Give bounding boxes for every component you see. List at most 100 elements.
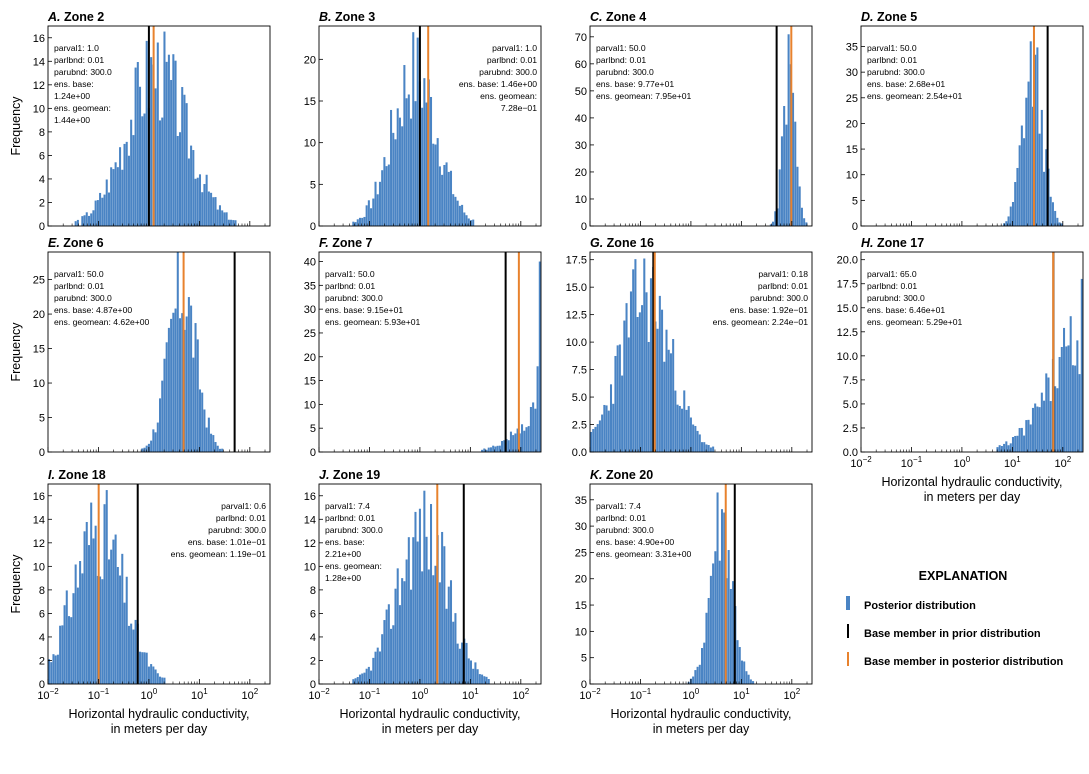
histogram-bar [1016,435,1019,452]
histogram-bar [430,96,433,226]
histogram-bar [1058,357,1061,452]
histogram-bar [114,162,117,226]
y-tick-label: 16 [33,491,45,503]
histogram-bar [1031,106,1034,226]
x-tick-label: 101 [462,687,479,702]
histogram-bar [136,62,139,226]
histogram-bar [123,602,126,684]
histogram-bar [416,541,419,684]
annotation-line: 2.21e+00 [325,549,361,559]
histogram-bar [1056,217,1059,226]
histogram-bar [472,219,475,226]
histogram-bar [692,424,695,452]
x-tick-label: 10−1 [359,687,381,702]
histogram-bar [625,303,628,452]
y-tick-label: 17.5 [566,255,587,267]
annotation-line: parval1: 50.0 [54,269,104,279]
y-tick-label: 15 [575,600,587,612]
y-tick-label: 15.0 [837,303,858,315]
histogram-bar [192,357,195,452]
histogram-bar [632,269,635,452]
x-tick-exponent: 2 [525,687,530,696]
histogram-bar [483,448,486,452]
histogram-bar [190,305,193,452]
annotation-line: ens. geomean: 1.19e−01 [171,549,267,559]
histogram-bar [361,217,364,226]
histogram-bar [398,605,401,684]
panel-zone-17: H. Zone 170.02.55.07.510.012.515.017.520… [837,236,1084,504]
histogram-bar [365,205,368,226]
histogram-bar [87,215,91,226]
annotation-line: ens. base: 1.46e+00 [459,79,537,89]
x-tick-exponent: −2 [592,687,602,696]
histogram-bar [696,666,699,684]
histogram-bar [1040,109,1043,226]
annotation-line: 7.28e−01 [501,103,537,113]
panel-zone: Zone 16 [603,236,654,250]
histogram-bar [154,669,157,684]
histogram-bar [1036,47,1039,226]
plot-frame [318,251,542,453]
histogram-bar [745,671,748,684]
histogram-bar [1023,435,1026,452]
histogram-bar [672,339,675,452]
histogram-bar [392,625,395,684]
histogram-bar [716,492,719,684]
histogram-bar [96,200,99,226]
y-tick-label: 35 [575,495,587,507]
histogram-bar [370,208,373,226]
histogram-bar [778,169,781,226]
annotation-line: parval1: 1.0 [54,43,99,53]
y-tick-label: 15 [33,344,45,356]
histogram-bar [72,593,75,684]
histogram-bar [143,652,146,684]
histogram-bar [747,674,750,684]
histogram-bar [159,120,162,226]
histogram-bar [476,669,479,684]
x-tick-base: 10 [954,458,966,470]
histogram-bar [1071,365,1074,452]
histogram-bar [676,404,679,452]
y-tick-label: 20 [846,118,858,130]
histogram-bar [141,652,144,684]
histogram-bar [396,568,399,684]
histogram-bar [385,166,388,226]
panel-zone-4: C. Zone 4 0 10 20 30 40 50 60 70 parval1: 50.0 par… [575,10,813,233]
y-tick-label: 10.0 [566,337,587,349]
histogram-bar [387,604,390,684]
histogram-bar [132,629,135,684]
histogram-bar [727,550,730,684]
histogram-bar [723,512,726,684]
histogram-bar [467,658,470,684]
histogram-bar [678,405,681,452]
y-tick-label: 5 [852,195,858,207]
histogram-bar [143,447,146,452]
histogram-bar [447,171,450,226]
histogram-bar [112,169,115,226]
histogram-bar [114,534,117,684]
histogram-bar [645,292,648,452]
histogram-bar [1069,316,1072,452]
histogram-bar [489,447,492,452]
histogram-bar [792,92,795,226]
x-tick-exponent: −1 [100,687,110,696]
histogram-bar [416,37,419,227]
x-tick-label: 10−2 [850,455,872,470]
histogram-bar [1005,441,1008,452]
y-tick-label: 35 [846,42,858,54]
histogram-bar [385,609,388,684]
histogram-bar [707,597,710,684]
histogram-bar [74,221,77,226]
histogram-bar [383,620,386,684]
histogram-bar [1025,97,1028,226]
histogram-bar [405,559,408,684]
histogram-bar [90,213,93,226]
histogram-bar [181,313,184,452]
x-axis-label-line1: Horizontal hydraulic conductivity, [881,475,1062,489]
histogram-bar [54,655,57,684]
x-tick-label: 100 [141,687,158,702]
panel-zone-2: A. Zone 2 0 2 4 6 8 10 12 14 16 parval1: 1.0 parlbn… [9,10,271,233]
histogram-bar [665,329,668,452]
panel-zone: Zone 17 [874,236,925,250]
